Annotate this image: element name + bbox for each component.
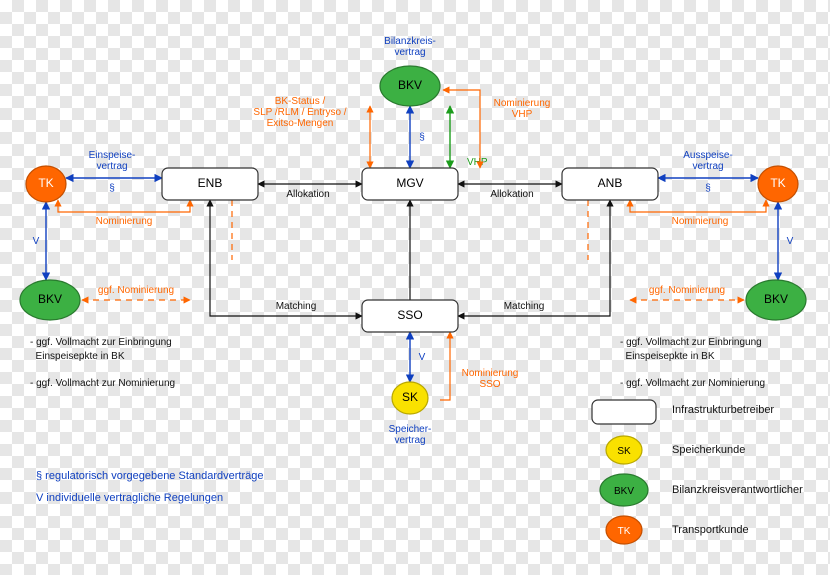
label-einspeise-1: Einspeise- [89,150,136,161]
legend-sk-shape-label: SK [617,446,631,457]
label-nom-sso-2: SSO [479,379,500,390]
node-bkv-r-label: BKV [764,292,788,306]
legend-tk-shape-label: TK [618,526,631,537]
node-bkv-top-label: BKV [398,78,422,92]
legend-infra-shape [592,400,656,424]
label-bkstatus-2: SLP /RLM / Entryso / [253,107,346,118]
node-tk-r-label: TK [770,176,785,190]
label-nom-vhp-1: Nominierung [494,98,551,109]
label-speicher-2: vertrag [394,435,425,446]
edge-nom-vhp [443,90,480,140]
label-section-top: § [419,132,425,143]
label-bkstatus-3: Exitso-Mengen [267,118,334,129]
label-bilanzkreis-2: vertrag [394,47,425,58]
node-anb-label: ANB [598,176,623,190]
label-matching-r: Matching [504,301,545,312]
legend-bkv-shape-label: BKV [614,486,634,497]
label-ausspeise-1: Ausspeise- [683,150,732,161]
label-section-r: § [705,183,711,194]
legend-infra-label: Infrastrukturbetreiber [672,404,774,416]
left-vollmacht-notes: - ggf. Vollmacht zur Einbringung Einspei… [30,336,230,390]
label-bilanzkreis-1: Bilanzkreis- [384,36,436,47]
legend-tk-label: Transportkunde [672,524,749,536]
edge-nom-sso [440,332,450,400]
right-vollmacht-notes: - ggf. Vollmacht zur Einbringung Einspei… [620,336,820,390]
legend-infra: Infrastrukturbetreiber [672,404,774,416]
label-vhp: VHP [467,157,488,168]
label-ggf-r: ggf. Nominierung [649,285,725,296]
label-allokation-r: Allokation [490,189,533,200]
node-sk-label: SK [402,390,418,404]
edge-enb-sso-matching [210,200,362,316]
edge-nom-r [630,200,766,212]
label-v-r: V [787,236,794,247]
node-enb-label: ENB [198,176,223,190]
label-nom-sso-1: Nominierung [462,368,519,379]
label-nom-l: Nominierung [96,216,153,227]
label-speicher-1: Speicher- [389,424,432,435]
legend-sk: Speicherkunde [672,444,745,456]
label-ggf-l: ggf. Nominierung [98,285,174,296]
label-v-sk: V [419,352,426,363]
node-bkv-l-label: BKV [38,292,62,306]
legend-sk-label: Speicherkunde [672,444,745,456]
node-mgv-label: MGV [396,176,423,190]
label-nom-r: Nominierung [672,216,729,227]
label-section-l: § [109,183,115,194]
legend-tk: Transportkunde [672,524,749,536]
note-standardvertrag: § regulatorisch vorgegebene Standardvert… [36,470,263,482]
label-einspeise-2: vertrag [96,161,127,172]
label-ausspeise-2: vertrag [692,161,723,172]
legend-bkv: Bilanzkreisverantwortlicher [672,484,803,496]
edge-anb-sso-matching [458,200,610,316]
note-regelungen: V individuelle vertragliche Regelungen [36,492,223,504]
label-v-l: V [33,236,40,247]
legend-bkv-label: Bilanzkreisverantwortlicher [672,484,803,496]
edge-nom-l [58,200,190,212]
label-nom-vhp-2: VHP [512,109,533,120]
label-allokation-l: Allokation [286,189,329,200]
label-bkstatus-1: BK-Status / [275,96,326,107]
node-tk-l-label: TK [38,176,53,190]
node-sso-label: SSO [397,308,422,322]
label-matching-l: Matching [276,301,317,312]
